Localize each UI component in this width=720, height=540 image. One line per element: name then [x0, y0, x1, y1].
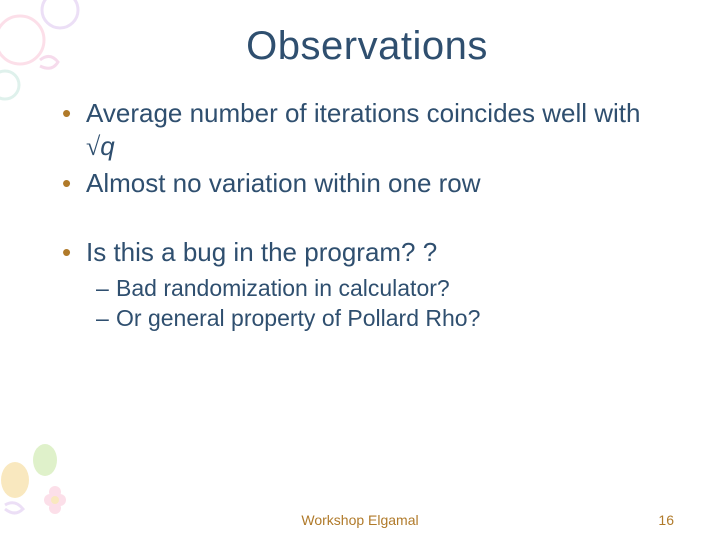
sub-bullet-2: Or general property of Pollard Rho? — [96, 304, 672, 334]
bullet-item-1: Average number of iterations coincides w… — [62, 97, 672, 163]
sub-bullet-1: Bad randomization in calculator? — [96, 274, 672, 304]
sqrt-var: q — [100, 131, 114, 161]
bullet-3-text: Is this a bug in the program? ? — [86, 237, 437, 267]
footer-page-number: 16 — [658, 512, 674, 528]
slide-title: Observations — [62, 24, 672, 69]
slide: Observations Average number of iteration… — [0, 0, 720, 540]
sqrt-symbol: √ — [86, 132, 100, 161]
bullet-item-3: Is this a bug in the program? ? Bad rand… — [62, 236, 672, 334]
footer-center-text: Workshop Elgamal — [0, 512, 720, 528]
bullet-1-text: Average number of iterations coincides w… — [86, 98, 640, 128]
sub-bullet-list: Bad randomization in calculator? Or gene… — [86, 274, 672, 334]
bullet-list: Average number of iterations coincides w… — [62, 97, 672, 334]
bullet-item-2: Almost no variation within one row — [62, 167, 672, 200]
